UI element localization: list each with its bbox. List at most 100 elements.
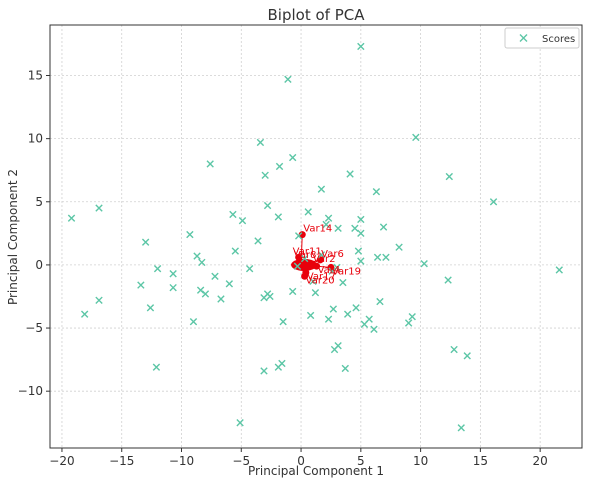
- score-point: [211, 272, 219, 280]
- x-tick-label: 20: [533, 454, 548, 468]
- loading-vector-label: Var2: [313, 254, 336, 265]
- score-points: [67, 42, 563, 432]
- score-point: [404, 319, 413, 327]
- y-axis-label: Principal Component 2: [6, 169, 20, 305]
- score-point: [274, 213, 283, 221]
- score-point: [254, 237, 262, 245]
- score-point: [225, 280, 234, 288]
- score-point: [372, 187, 381, 196]
- score-point: [198, 258, 206, 267]
- score-point: [341, 364, 349, 373]
- x-tick-label: 15: [473, 454, 488, 468]
- y-tick-label: 0: [35, 258, 43, 272]
- loading-vector-label: Var4: [318, 265, 341, 276]
- score-point: [333, 263, 341, 272]
- score-point: [284, 75, 292, 83]
- score-point: [229, 210, 237, 219]
- x-tick-label: 10: [413, 454, 428, 468]
- score-point: [238, 217, 247, 225]
- y-tick-label: −10: [18, 384, 43, 398]
- score-point: [457, 424, 465, 432]
- score-point: [201, 290, 210, 298]
- score-point: [263, 201, 272, 210]
- score-point: [260, 294, 268, 302]
- score-point: [274, 363, 283, 371]
- y-tick-label: 15: [28, 69, 43, 83]
- loading-vector-label: Var20: [306, 275, 335, 286]
- legend-marker-x: [519, 34, 528, 42]
- score-point: [231, 247, 239, 255]
- legend-marker-scores: [519, 34, 528, 42]
- score-point: [141, 238, 150, 246]
- score-point: [555, 266, 563, 274]
- x-tick-label: −20: [49, 454, 74, 468]
- score-point: [95, 204, 103, 212]
- loading-vector-head: [301, 272, 309, 280]
- x-tick-label: −5: [232, 454, 250, 468]
- score-point: [444, 276, 452, 284]
- score-point: [324, 315, 333, 323]
- score-point: [370, 325, 378, 334]
- score-point: [352, 304, 360, 312]
- x-axis-label: Principal Component 1: [248, 464, 384, 478]
- loading-vector-head: [298, 231, 306, 239]
- score-point: [95, 296, 103, 304]
- score-point: [293, 262, 302, 270]
- loading-vector-label: Var19: [332, 266, 361, 277]
- score-point: [339, 278, 347, 287]
- score-point: [193, 252, 201, 260]
- x-tick-label: −15: [109, 454, 134, 468]
- score-point: [169, 283, 177, 292]
- score-point: [137, 281, 145, 289]
- score-point: [196, 286, 205, 294]
- score-point: [300, 254, 309, 263]
- y-tick-label: −5: [25, 321, 43, 335]
- score-point: [463, 352, 471, 360]
- score-point: [324, 214, 333, 222]
- score-point: [186, 230, 194, 239]
- score-point: [189, 318, 198, 326]
- y-tick-label: 5: [35, 195, 43, 209]
- score-point: [382, 253, 390, 262]
- score-point: [261, 171, 269, 179]
- chart-title: Biplot of PCA: [268, 6, 366, 24]
- score-point: [450, 345, 458, 354]
- score-point: [152, 363, 161, 371]
- score-point: [357, 257, 365, 265]
- legend-label-scores: Scores: [542, 34, 575, 45]
- score-point: [357, 42, 365, 51]
- score-point: [379, 223, 388, 231]
- score-point: [354, 247, 363, 255]
- score-point: [360, 320, 369, 328]
- score-point: [420, 259, 428, 268]
- score-point: [288, 153, 297, 162]
- score-point: [67, 214, 76, 222]
- score-point: [408, 312, 416, 321]
- score-point: [304, 208, 312, 216]
- score-point: [294, 232, 303, 240]
- x-tick-label: 0: [297, 454, 305, 468]
- score-point: [395, 243, 403, 251]
- score-point: [346, 170, 354, 178]
- score-point: [351, 224, 359, 232]
- score-point: [169, 270, 177, 278]
- y-tick-label: 10: [28, 132, 43, 146]
- x-tick-label: 5: [357, 454, 365, 468]
- y-axis-ticks: −10 −5 0 5 10 15: [18, 69, 50, 398]
- score-point: [376, 297, 384, 306]
- plot-frame: [49, 24, 583, 449]
- score-point: [146, 304, 155, 312]
- score-point: [206, 160, 214, 168]
- score-point: [317, 251, 326, 259]
- score-point: [373, 253, 382, 262]
- score-point: [256, 138, 265, 147]
- score-point: [311, 288, 320, 297]
- score-point: [309, 277, 317, 286]
- score-point: [217, 295, 225, 303]
- loading-vector-label: Var14: [303, 224, 332, 235]
- score-point: [275, 162, 284, 171]
- loading-vector-label: Var8: [294, 250, 317, 261]
- score-point: [260, 367, 268, 375]
